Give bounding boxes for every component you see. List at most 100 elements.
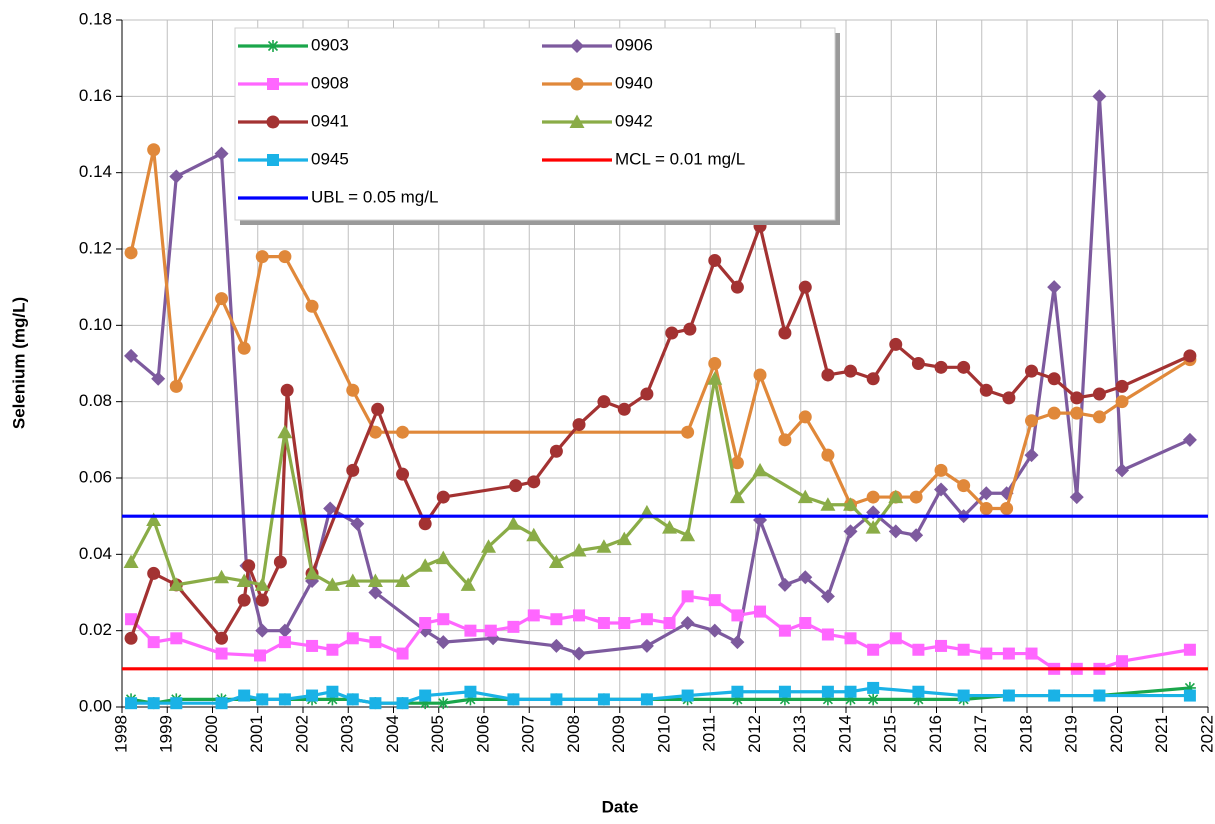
marker [550,613,563,626]
marker [215,631,229,645]
marker [124,631,138,645]
marker [888,489,904,504]
marker [639,638,654,653]
legend-label: MCL = 0.01 mg/L [615,149,745,168]
marker [778,326,792,340]
marker [596,539,612,553]
marker [396,425,410,439]
marker [254,577,270,591]
marker [821,448,835,462]
marker [345,573,361,588]
marker [256,693,269,706]
marker [419,617,432,630]
marker [1092,89,1107,104]
marker [889,632,902,645]
marker [843,497,859,511]
y-tick-label: 0.00 [79,696,112,715]
marker [571,543,587,557]
x-tick-label: 2009 [609,715,628,753]
marker [237,593,251,607]
marker [1048,689,1061,702]
marker [708,594,721,607]
legend-label: UBL = 0.05 mg/L [311,187,438,206]
marker [730,456,744,470]
marker [255,250,269,264]
marker [798,570,813,585]
marker [912,685,925,698]
marker [1115,379,1129,393]
marker [417,558,433,572]
marker [170,697,183,710]
marker [821,693,834,706]
marker [526,527,542,542]
x-tick-label: 2007 [519,715,538,753]
marker [419,697,432,710]
marker [464,693,477,706]
marker [708,357,722,370]
legend-label: 0945 [311,149,349,168]
marker [662,520,678,534]
x-tick-label: 2015 [881,715,900,753]
marker [215,292,229,306]
marker [1000,502,1014,516]
x-tick-label: 2012 [745,715,764,753]
x-tick-label: 2020 [1107,715,1126,753]
marker [238,689,251,702]
marker [255,593,269,607]
marker [368,585,383,600]
x-tick-label: 2014 [835,715,854,753]
marker [326,643,339,656]
marker [549,638,564,653]
marker [866,372,880,386]
marker [509,479,523,493]
marker [277,623,292,638]
x-tick-label: 2003 [338,715,357,753]
marker [752,462,768,477]
marker [280,383,294,397]
marker [820,589,835,604]
x-tick-label: 2022 [1197,715,1215,753]
y-tick-label: 0.08 [79,391,112,410]
marker [731,693,744,706]
marker [306,689,319,702]
marker [888,524,903,539]
marker [151,371,166,386]
marker [1002,689,1015,702]
marker [1047,406,1061,420]
marker [237,341,251,355]
marker [277,424,293,439]
marker [123,554,139,568]
marker [865,520,881,534]
legend-marker [267,154,279,166]
marker [278,693,291,706]
marker [640,693,653,706]
legend-label: 0908 [311,73,349,92]
marker [147,566,161,580]
y-axis-title: Selenium (mg/L) [9,297,28,429]
marker [683,322,697,336]
marker [909,490,923,504]
marker [369,636,382,649]
marker [1093,689,1106,702]
x-tick-label: 2010 [654,715,673,753]
marker [597,693,610,706]
y-tick-label: 0.12 [79,238,112,257]
marker [147,697,160,710]
marker [640,387,654,401]
marker [640,613,653,626]
marker [1069,490,1084,505]
marker [617,402,631,416]
marker [1002,391,1016,405]
marker [346,463,360,477]
marker [707,371,723,385]
x-tick-label: 2006 [473,715,492,753]
marker [346,693,359,706]
marker [844,632,857,645]
marker [169,379,183,393]
marker [844,364,858,378]
marker [867,681,880,694]
marker [680,527,696,542]
marker [821,628,834,641]
legend-marker [267,40,279,52]
